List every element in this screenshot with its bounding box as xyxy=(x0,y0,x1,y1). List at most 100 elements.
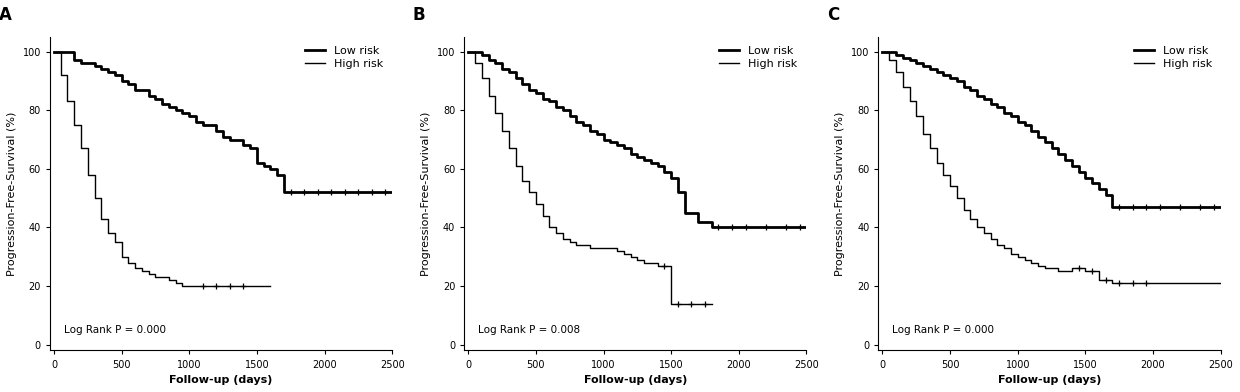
High risk xyxy=(677,301,692,306)
Text: C: C xyxy=(827,7,839,24)
High risk xyxy=(196,284,211,289)
Low risk xyxy=(542,99,557,104)
Text: A: A xyxy=(0,7,11,24)
High risk xyxy=(556,237,570,241)
High risk xyxy=(528,201,543,206)
High risk xyxy=(575,243,590,247)
High risk xyxy=(616,251,631,256)
Low risk xyxy=(562,114,577,118)
High risk xyxy=(467,61,482,66)
Low risk xyxy=(1213,205,1228,209)
Low risk xyxy=(94,67,109,72)
Low risk xyxy=(589,131,604,136)
Low risk xyxy=(630,155,645,160)
Low risk xyxy=(522,87,537,92)
Low risk xyxy=(475,52,490,57)
High risk xyxy=(1058,269,1073,274)
High risk xyxy=(671,301,686,306)
Low risk xyxy=(1038,140,1053,145)
Low risk xyxy=(929,70,944,74)
Low risk xyxy=(1091,187,1106,192)
Low risk xyxy=(122,82,136,86)
X-axis label: Follow-up (days): Follow-up (days) xyxy=(170,375,273,385)
High risk xyxy=(481,93,496,98)
High risk xyxy=(94,216,109,221)
Low risk xyxy=(1058,158,1073,162)
Low risk xyxy=(182,114,197,118)
Low risk xyxy=(257,163,272,168)
High risk xyxy=(495,129,510,133)
High risk xyxy=(1024,260,1039,265)
Low risk xyxy=(1099,193,1114,198)
High risk xyxy=(67,123,82,127)
High risk xyxy=(1105,281,1120,285)
High risk xyxy=(603,246,618,250)
Line: Low risk: Low risk xyxy=(883,52,1220,207)
Low risk xyxy=(461,49,476,54)
High risk xyxy=(208,284,223,289)
Low risk xyxy=(603,140,618,145)
High risk xyxy=(936,172,951,177)
Low risk xyxy=(73,61,88,66)
Low risk xyxy=(249,161,264,165)
Low risk xyxy=(236,143,250,148)
High risk xyxy=(942,184,957,189)
Low risk xyxy=(1071,169,1086,174)
High risk xyxy=(515,178,529,183)
Low risk xyxy=(1044,146,1059,151)
Low risk xyxy=(270,172,285,177)
High risk xyxy=(122,260,136,265)
High risk xyxy=(691,301,706,306)
High risk xyxy=(128,266,143,271)
Low risk xyxy=(384,190,399,195)
High risk xyxy=(100,231,115,236)
Low risk xyxy=(128,87,143,92)
High risk xyxy=(522,190,537,195)
Low risk xyxy=(222,137,237,142)
Low risk xyxy=(923,67,937,72)
Low risk xyxy=(1052,152,1066,156)
Low risk xyxy=(501,70,516,74)
Low risk xyxy=(956,84,971,89)
High risk xyxy=(1011,254,1025,259)
Low risk xyxy=(671,190,686,195)
High risk xyxy=(81,172,95,177)
Low risk xyxy=(515,82,529,86)
High risk xyxy=(249,284,264,289)
Low risk xyxy=(67,58,82,63)
Low risk xyxy=(882,49,897,54)
Low risk xyxy=(1024,129,1039,133)
High risk xyxy=(882,58,897,63)
Low risk xyxy=(677,211,692,215)
High risk xyxy=(263,284,278,289)
Low risk xyxy=(175,111,190,116)
High risk xyxy=(47,49,62,54)
Low risk xyxy=(596,137,611,142)
High risk xyxy=(1213,281,1228,285)
Low risk xyxy=(616,146,631,151)
High risk xyxy=(636,260,651,265)
High risk xyxy=(997,246,1012,250)
Low risk xyxy=(983,102,998,107)
Low risk xyxy=(990,105,1004,110)
Line: High risk: High risk xyxy=(469,52,712,303)
High risk xyxy=(990,243,1004,247)
Low risk xyxy=(487,61,502,66)
High risk xyxy=(1038,266,1053,271)
High risk xyxy=(549,231,564,236)
High risk xyxy=(915,131,930,136)
Text: Log Rank P = 0.000: Log Rank P = 0.000 xyxy=(892,325,994,335)
High risk xyxy=(569,243,584,247)
High risk xyxy=(630,257,645,262)
Low risk xyxy=(997,111,1012,116)
Low risk xyxy=(889,52,904,57)
High risk xyxy=(175,284,190,289)
X-axis label: Follow-up (days): Follow-up (days) xyxy=(584,375,687,385)
Low risk xyxy=(508,76,523,80)
Low risk xyxy=(663,175,678,180)
High risk xyxy=(923,146,937,151)
High risk xyxy=(562,240,577,245)
High risk xyxy=(950,196,965,200)
High risk xyxy=(542,225,557,230)
High risk xyxy=(508,163,523,168)
